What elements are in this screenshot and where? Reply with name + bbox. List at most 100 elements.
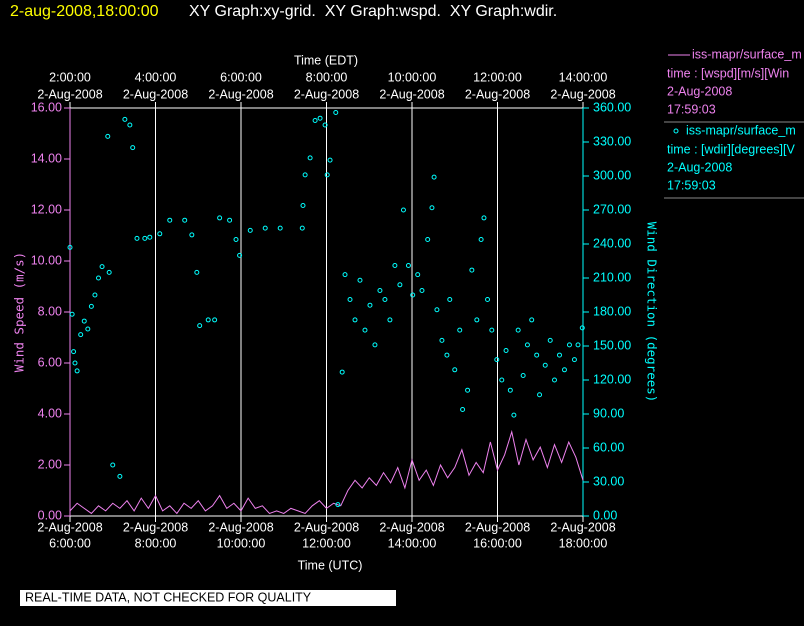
wind-direction-point [182, 217, 188, 223]
x2-tick-label: 4:00:00 [135, 70, 177, 84]
wind-direction-point [167, 217, 173, 223]
x-tick-label: 14:00:00 [388, 536, 437, 550]
y2-tick-label: 90.00 [593, 406, 624, 420]
wind-direction-point [312, 117, 318, 123]
wind-direction-point [499, 377, 505, 383]
wind-direction-point [579, 325, 585, 331]
wind-direction-point [105, 133, 111, 139]
footer-box [20, 590, 396, 606]
wind-direction-point [537, 392, 543, 398]
wind-direction-point [110, 462, 116, 468]
wind-direction-point [382, 297, 388, 303]
wind-direction-point [142, 235, 148, 241]
wind-direction-point [324, 172, 330, 178]
wind-direction-point [547, 337, 553, 343]
wind-direction-point [469, 267, 475, 273]
x2-tick-label: 12:00:00 [473, 70, 522, 84]
y-tick-label: 6.00 [38, 355, 62, 369]
wind-direction-point [571, 357, 577, 363]
wind-direction-point [339, 369, 345, 375]
legend-name: iss-mapr/surface_m [686, 123, 796, 137]
y-tick-label: 0.00 [38, 508, 62, 522]
wind-direction-point [300, 202, 306, 208]
x2-tick-label: 8:00:00 [306, 70, 348, 84]
footer: REAL-TIME DATA, NOT CHECKED FOR QUALITY [25, 590, 312, 604]
wind-direction-point [212, 317, 218, 323]
wind-direction-point [233, 236, 239, 242]
wind-direction-point [347, 297, 353, 303]
wind-direction-point [106, 269, 112, 275]
y-tick-label: 12.00 [31, 202, 62, 216]
wind-direction-point [431, 174, 437, 180]
x-tick-label: 10:00:00 [217, 536, 266, 550]
wind-direction-point [529, 317, 535, 323]
wind-direction-point [444, 352, 450, 358]
legend-name: iss-mapr/surface_m [692, 47, 802, 61]
wind-direction-point [489, 327, 495, 333]
y-tick-label: 2.00 [38, 457, 62, 471]
wind-direction-point [392, 263, 398, 269]
wind-direction-point [478, 236, 484, 242]
legend-detail: 2-Aug-2008 [667, 84, 732, 98]
y2-tick-label: 300.00 [593, 168, 631, 182]
wind-direction-point [194, 269, 200, 275]
wind-direction-point [511, 412, 517, 418]
legend-detail: 17:59:03 [667, 178, 716, 192]
header-graphs: XY Graph:xy-grid. XY Graph:wspd. XY Grap… [189, 3, 557, 20]
wind-direction-point [96, 275, 101, 281]
wind-direction-point [415, 272, 421, 278]
wind-direction-point [556, 352, 562, 358]
legend-detail: 2-Aug-2008 [667, 160, 732, 174]
y-tick-label: 14.00 [31, 151, 62, 165]
wind-direction-point [88, 303, 94, 309]
legend-marker [673, 128, 679, 134]
y-tick-label: 8.00 [38, 304, 62, 318]
x-tick-label: 2-Aug-2008 [550, 520, 615, 534]
y2-tick-label: 240.00 [593, 236, 631, 250]
wind-direction-point [317, 115, 323, 121]
wind-direction-point [405, 263, 411, 269]
y2-tick-label: 360.00 [593, 100, 631, 114]
wind-direction-point [425, 236, 431, 242]
wind-direction-point [322, 122, 328, 128]
y-tick-label: 4.00 [38, 406, 62, 420]
y-tick-label: 16.00 [31, 100, 62, 114]
y2-tick-label: 270.00 [593, 202, 631, 216]
wind-direction-point [452, 367, 458, 373]
x2-tick-label: 2-Aug-2008 [37, 87, 102, 101]
wind-direction-point [117, 473, 123, 479]
y2-tick-label: 120.00 [593, 372, 631, 386]
x-tick-label: 16:00:00 [473, 536, 522, 550]
legend-detail: time : [wdir][degrees][V [667, 142, 795, 156]
legend-detail: time : [wspd][m/s][Win [667, 66, 789, 80]
y2-axis-label: Wind Direction (degrees) [645, 222, 660, 403]
x2-tick-label: 2-Aug-2008 [208, 87, 273, 101]
wind-direction-point [377, 287, 383, 293]
wind-direction-point [67, 244, 73, 250]
wind-direction-point [134, 235, 140, 241]
wind-direction-point [127, 122, 133, 128]
wind-direction-point [277, 225, 283, 231]
wind-direction-point [367, 302, 373, 308]
wind-direction-point [515, 327, 521, 333]
wind-direction-point [575, 342, 581, 348]
x2-tick-label: 6:00:00 [220, 70, 262, 84]
wind-direction-point [262, 225, 268, 231]
wind-direction-point [439, 337, 445, 343]
wind-direction-point [474, 317, 480, 323]
wind-direction-point [217, 215, 223, 221]
wind-direction-point [357, 277, 363, 283]
wind-direction-point [485, 297, 491, 303]
y-axis-label: Wind Speed (m/s) [12, 252, 27, 372]
wind-direction-point [335, 502, 341, 508]
wind-direction-point [69, 311, 75, 317]
wind-direction-point [307, 155, 313, 161]
x2-tick-label: 2-Aug-2008 [379, 87, 444, 101]
y2-tick-label: 330.00 [593, 134, 631, 148]
x2-tick-label: 2-Aug-2008 [123, 87, 188, 101]
wind-direction-point [99, 264, 105, 270]
x-tick-label: 2-Aug-2008 [465, 520, 530, 534]
x-tick-label: 2-Aug-2008 [123, 520, 188, 534]
wind-direction-point [419, 287, 425, 293]
